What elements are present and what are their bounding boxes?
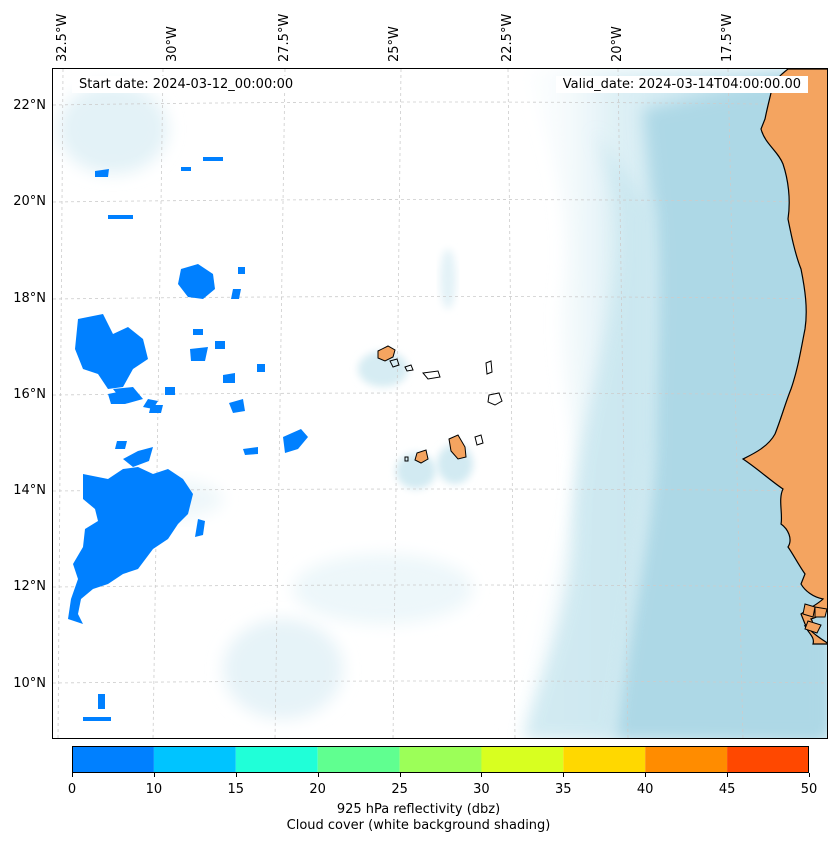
colorbar-segment	[481, 746, 564, 773]
latitude-label: 16°N	[13, 387, 46, 402]
colorbar-segment	[317, 746, 400, 773]
map-panel	[52, 68, 828, 739]
africa-landmass	[741, 69, 827, 645]
colorbar-segment	[399, 746, 482, 773]
colorbar-tick-mark	[399, 773, 401, 777]
colorbar-segment	[235, 746, 318, 773]
longitude-label: 27.5°W	[277, 13, 292, 62]
colorbar-tick-mark	[153, 773, 155, 777]
colorbar-subtitle: Cloud cover (white background shading)	[286, 818, 551, 833]
latitude-label: 14°N	[13, 483, 46, 498]
latitude-label: 20°N	[13, 194, 46, 209]
colorbar-border	[72, 746, 809, 773]
colorbar-tick-mark	[645, 773, 647, 777]
colorbar-tick-label: 35	[555, 782, 572, 797]
longitude-label: 22.5°W	[500, 13, 515, 62]
colorbar-tick-label: 10	[145, 782, 163, 797]
latitude-label: 12°N	[13, 579, 46, 594]
colorbar-tick-mark	[809, 773, 810, 777]
colorbar-tick-mark	[317, 773, 319, 777]
colorbar-tick-mark	[481, 773, 483, 777]
colorbar-tick-mark	[72, 773, 73, 777]
cape-verde-islands	[377, 345, 503, 464]
colorbar-title: 925 hPa reflectivity (dbz)	[336, 802, 501, 817]
latitude-label: 18°N	[13, 291, 46, 306]
colorbar-tick-mark	[235, 773, 237, 777]
colorbar	[72, 746, 809, 773]
colorbar-tick-label: 50	[800, 782, 818, 797]
colorbar-tick-label: 25	[391, 782, 408, 797]
latitude-label: 22°N	[13, 98, 46, 113]
colorbar-tick-label: 20	[309, 782, 326, 797]
valid-date-label: Valid_date: 2024-03-14T04:00:00.00	[555, 76, 808, 93]
longitude-label: 32.5°W	[55, 13, 70, 62]
colorbar-tick-mark	[727, 773, 729, 777]
colorbar-segment	[645, 746, 728, 773]
longitude-label: 17.5°W	[720, 13, 735, 62]
colorbar-tick-label: 0	[67, 782, 77, 797]
colorbar-tick-label: 15	[227, 782, 245, 797]
map-svg	[53, 69, 827, 738]
colorbar-tick-label: 30	[473, 782, 490, 797]
start-date-label: Start date: 2024-03-12_00:00:00	[72, 76, 301, 93]
latitude-label: 10°N	[13, 676, 46, 691]
colorbar-segment	[563, 746, 646, 773]
colorbar-tick-label: 40	[636, 782, 654, 797]
longitude-label: 20°W	[610, 26, 625, 62]
colorbar-tick-label: 45	[718, 782, 736, 797]
longitude-label: 30°W	[165, 26, 180, 62]
colorbar-segment	[727, 746, 809, 773]
cloud-cover-shading	[58, 69, 827, 738]
colorbar-tick-mark	[563, 773, 565, 777]
colorbar-segment	[153, 746, 236, 773]
colorbar-segment	[72, 746, 154, 773]
reflectivity-patches	[68, 157, 308, 721]
longitude-label: 25°W	[387, 26, 402, 62]
